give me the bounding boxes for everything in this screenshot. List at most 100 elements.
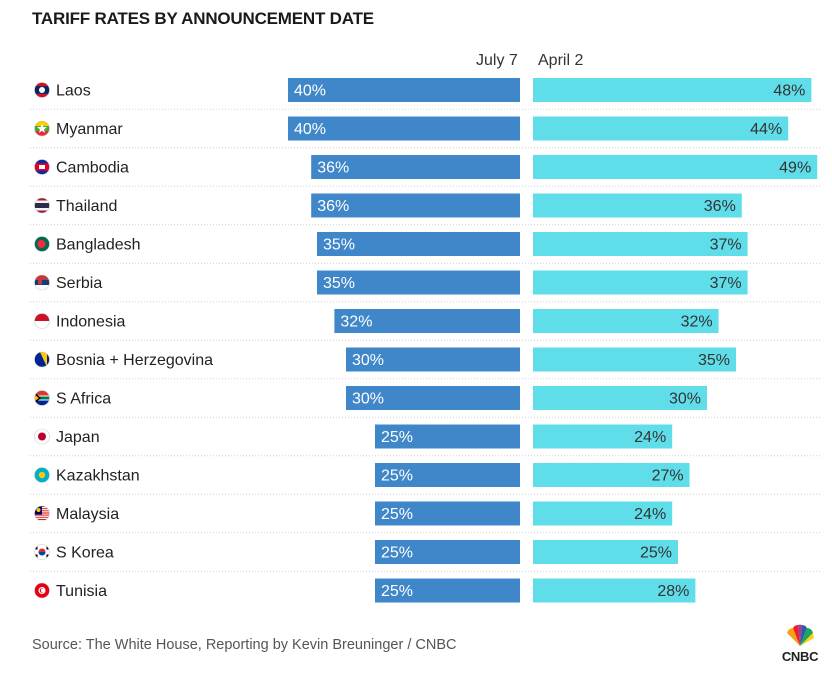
chart-row: Kazakhstan 25% 27% bbox=[30, 463, 822, 495]
category-label: Bosnia + Herzegovina bbox=[56, 352, 213, 369]
value-label-july: 25% bbox=[381, 583, 413, 600]
thailand-flag-icon bbox=[34, 197, 50, 214]
bar-april bbox=[533, 309, 719, 333]
series-header-july: July 7 bbox=[476, 52, 518, 69]
category-label: Indonesia bbox=[56, 314, 125, 331]
value-label-april: 37% bbox=[710, 237, 742, 254]
category-label: Serbia bbox=[56, 275, 102, 292]
value-label-april: 24% bbox=[634, 429, 666, 446]
chart-row: Malaysia 25% 24% bbox=[30, 501, 822, 534]
indonesia-flag-icon bbox=[34, 313, 50, 329]
chart-row: Cambodia 36% 49% bbox=[30, 155, 822, 187]
south-africa-flag-icon bbox=[34, 390, 50, 406]
bar-april bbox=[533, 155, 818, 179]
value-label-april: 24% bbox=[634, 506, 666, 523]
kazakhstan-flag-icon bbox=[34, 467, 50, 483]
bangladesh-flag-icon bbox=[34, 236, 50, 252]
bar-april bbox=[533, 116, 789, 141]
category-label: Cambodia bbox=[56, 160, 129, 177]
category-label: Bangladesh bbox=[56, 237, 141, 254]
bar-july bbox=[288, 78, 520, 102]
value-label-april: 35% bbox=[698, 352, 730, 369]
bar-april bbox=[533, 232, 748, 256]
chart-row: Laos 40% 48% bbox=[30, 78, 822, 110]
category-label: Thailand bbox=[56, 198, 117, 215]
bar-april bbox=[533, 78, 812, 102]
cnbc-wordmark: CNBC bbox=[781, 649, 819, 664]
value-label-july: 36% bbox=[317, 160, 349, 177]
value-label-april: 36% bbox=[704, 198, 736, 215]
bar-july bbox=[317, 270, 520, 295]
value-label-july: 25% bbox=[381, 545, 413, 562]
bar-july bbox=[288, 116, 520, 141]
bar-april bbox=[533, 463, 690, 487]
bar-july bbox=[375, 540, 520, 564]
bar-april bbox=[533, 193, 742, 218]
value-label-july: 40% bbox=[294, 83, 326, 100]
value-label-april: 30% bbox=[669, 391, 701, 408]
category-label: Myanmar bbox=[56, 121, 123, 138]
bar-july bbox=[375, 501, 520, 526]
chart-row: Myanmar 40% 44% bbox=[30, 116, 822, 149]
value-label-july: 40% bbox=[294, 121, 326, 138]
value-label-april: 49% bbox=[779, 160, 811, 177]
category-label: Laos bbox=[56, 83, 91, 100]
japan-flag-icon bbox=[34, 428, 50, 445]
chart-row: S Korea 25% 25% bbox=[30, 540, 822, 572]
chart-row: Bosnia + Herzegovina 30% 35% bbox=[30, 347, 822, 380]
chart-row: S Africa 30% 30% bbox=[30, 386, 822, 418]
bar-april bbox=[533, 578, 696, 603]
category-label: Japan bbox=[56, 429, 100, 446]
bar-april bbox=[533, 386, 707, 410]
bar-april bbox=[533, 540, 678, 564]
value-label-july: 30% bbox=[352, 391, 384, 408]
south-korea-flag-icon bbox=[34, 544, 50, 560]
bar-july bbox=[334, 309, 520, 333]
bar-april bbox=[533, 424, 673, 449]
value-label-april: 32% bbox=[681, 314, 713, 331]
serbia-flag-icon bbox=[34, 274, 50, 291]
chart-row: Bangladesh 35% 37% bbox=[30, 232, 822, 264]
value-label-july: 36% bbox=[317, 198, 349, 215]
value-label-july: 35% bbox=[323, 237, 355, 254]
bar-july bbox=[346, 347, 520, 372]
bar-july bbox=[311, 193, 520, 218]
chart-row: Tunisia 25% 28% bbox=[34, 578, 696, 603]
value-label-july: 25% bbox=[381, 506, 413, 523]
category-label: Kazakhstan bbox=[56, 468, 140, 485]
bosnia-flag-icon bbox=[34, 351, 50, 368]
bar-april bbox=[533, 501, 673, 526]
peacock-icon bbox=[787, 624, 814, 646]
chart-row: Thailand 36% 36% bbox=[30, 193, 822, 226]
bar-july bbox=[346, 386, 520, 410]
laos-flag-icon bbox=[34, 82, 50, 98]
value-label-april: 28% bbox=[657, 583, 689, 600]
category-label: Malaysia bbox=[56, 506, 119, 523]
chart-row: Serbia 35% 37% bbox=[30, 270, 822, 303]
category-label: S Korea bbox=[56, 545, 114, 562]
bar-april bbox=[533, 270, 748, 295]
value-label-july: 32% bbox=[340, 314, 372, 331]
value-label-april: 37% bbox=[710, 275, 742, 292]
chart-title: TARIFF RATES BY ANNOUNCEMENT DATE bbox=[32, 9, 374, 28]
tunisia-flag-icon bbox=[34, 582, 50, 599]
bar-july bbox=[317, 232, 520, 256]
category-label: Tunisia bbox=[56, 583, 107, 600]
malaysia-flag-icon bbox=[34, 505, 50, 522]
bar-july bbox=[375, 424, 520, 449]
value-label-april: 27% bbox=[652, 468, 684, 485]
chart-row: Indonesia 32% 32% bbox=[30, 309, 822, 341]
source-note: Source: The White House, Reporting by Ke… bbox=[32, 637, 457, 653]
value-label-april: 44% bbox=[750, 121, 782, 138]
value-label-april: 25% bbox=[640, 545, 672, 562]
tariff-bar-chart: Laos 40% 48% Myanmar 40% 44% Cambodia 36% 49% Tha… bbox=[30, 78, 822, 603]
value-label-april: 48% bbox=[773, 83, 805, 100]
bar-april bbox=[533, 347, 736, 372]
cambodia-flag-icon bbox=[34, 159, 50, 175]
value-label-july: 25% bbox=[381, 468, 413, 485]
cnbc-logo: CNBC bbox=[776, 624, 824, 668]
chart-row: Japan 25% 24% bbox=[30, 424, 822, 457]
value-label-july: 25% bbox=[381, 429, 413, 446]
value-label-july: 35% bbox=[323, 275, 355, 292]
value-label-july: 30% bbox=[352, 352, 384, 369]
